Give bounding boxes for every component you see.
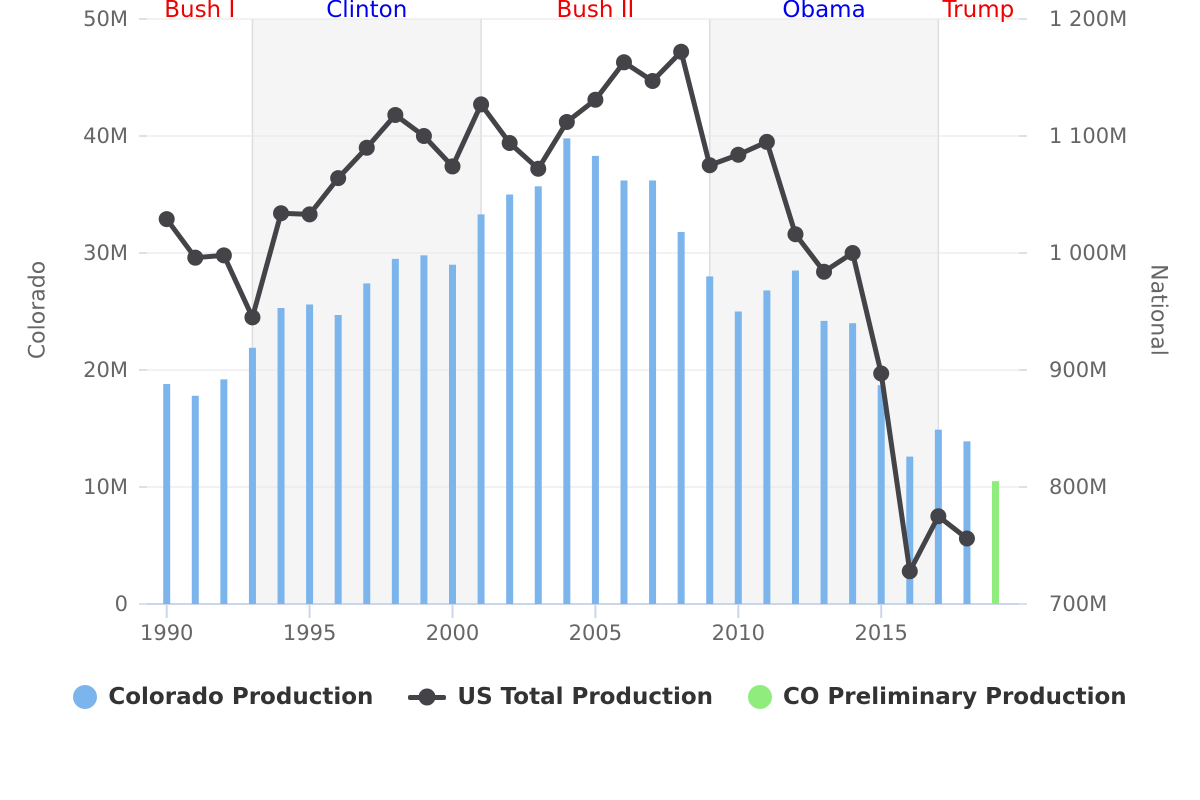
us-total-point-2009	[701, 157, 718, 174]
president-label-bush-i: Bush I	[164, 0, 236, 23]
us-total-point-1997	[358, 139, 375, 156]
era-band-bush-i	[147, 19, 253, 604]
us-total-point-1995	[301, 206, 318, 223]
legend-label: CO Preliminary Production	[783, 684, 1127, 710]
us-total-point-2013	[816, 263, 833, 280]
bar-colorado-2002	[506, 194, 514, 604]
colorado-production-marker-icon	[73, 685, 98, 709]
us-total-point-1998	[387, 106, 404, 123]
bar-preliminary-2019	[992, 481, 1000, 604]
left-axis-title: Colorado	[25, 260, 51, 360]
bar-colorado-2003	[534, 186, 542, 604]
bar-colorado-2013	[820, 320, 828, 604]
us-total-point-2004	[558, 113, 575, 130]
bar-colorado-1995	[306, 304, 314, 604]
us-total-point-1991	[187, 249, 204, 266]
us-total-point-2008	[673, 43, 690, 60]
y-left-tick-label: 40M	[83, 124, 128, 148]
us-total-point-2016	[901, 563, 918, 580]
x-tick-label: 1990	[140, 621, 193, 645]
x-tick-label: 2005	[569, 621, 622, 645]
bar-colorado-2014	[849, 323, 857, 604]
us-total-point-2017	[930, 508, 947, 525]
bar-colorado-2010	[734, 311, 742, 604]
president-label-bush-ii: Bush II	[556, 0, 635, 23]
bar-colorado-2018	[963, 441, 971, 604]
us-total-point-1994	[273, 205, 290, 222]
x-tick-label: 2010	[712, 621, 765, 645]
us-total-point-2002	[501, 135, 518, 152]
us-total-production-marker-icon	[408, 688, 447, 706]
us-total-point-2010	[730, 146, 747, 163]
legend-label: US Total Production	[457, 684, 714, 710]
era-band-trump	[938, 19, 1019, 604]
bar-colorado-1993	[248, 347, 256, 604]
bar-colorado-2009	[706, 276, 714, 604]
legend-label: Colorado Production	[108, 684, 374, 710]
y-right-tick-label: 1 200M	[1049, 7, 1127, 31]
legend: Colorado Production US Total Production …	[0, 682, 1200, 712]
y-right-tick-label: 1 100M	[1049, 124, 1127, 148]
us-total-point-2007	[644, 73, 661, 90]
us-total-point-2015	[873, 365, 890, 382]
us-total-point-2018	[958, 530, 975, 547]
us-total-point-2005	[587, 91, 604, 108]
us-total-point-2014	[844, 245, 861, 261]
us-total-point-1990	[158, 211, 175, 228]
us-total-point-2011	[758, 133, 775, 150]
bar-colorado-2001	[477, 214, 485, 604]
us-total-point-2000	[444, 158, 461, 175]
right-axis-title: National	[1145, 264, 1171, 356]
bar-colorado-2000	[449, 264, 456, 604]
bar-colorado-1998	[391, 258, 399, 604]
us-total-point-1992	[215, 247, 232, 264]
bar-colorado-1991	[191, 395, 199, 604]
y-left-tick-label: 50M	[83, 7, 128, 31]
bar-colorado-2016	[906, 456, 914, 604]
y-right-tick-label: 800M	[1049, 475, 1107, 499]
bar-colorado-2005	[591, 155, 599, 604]
y-left-tick-label: 30M	[83, 241, 128, 265]
bar-colorado-2015	[877, 385, 885, 604]
us-total-point-2003	[530, 160, 547, 177]
co-preliminary-production-marker-icon	[748, 685, 773, 709]
president-label-obama: Obama	[782, 0, 866, 23]
us-total-point-1999	[415, 128, 432, 144]
bar-colorado-1997	[363, 283, 371, 604]
bar-colorado-2011	[763, 290, 771, 604]
y-left-tick-label: 0	[115, 592, 128, 616]
x-tick-label: 2000	[426, 621, 479, 645]
bar-colorado-1994	[277, 307, 285, 604]
y-left-tick-label: 10M	[83, 475, 128, 499]
us-total-point-1996	[330, 170, 347, 187]
x-tick-label: 2015	[854, 621, 907, 645]
legend-item-us-total-production[interactable]: US Total Production	[408, 684, 713, 710]
legend-item-co-preliminary-production[interactable]: CO Preliminary Production	[748, 684, 1127, 710]
bar-colorado-1996	[334, 315, 342, 604]
president-label-trump: Trump	[942, 0, 1015, 23]
bar-colorado-1990	[163, 384, 171, 604]
bar-colorado-1992	[220, 379, 228, 604]
us-total-point-1993	[244, 309, 261, 326]
y-right-tick-label: 1 000M	[1049, 241, 1127, 265]
bar-colorado-2008	[677, 231, 685, 604]
bar-colorado-2012	[791, 270, 799, 604]
bar-colorado-1999	[420, 255, 428, 604]
x-tick-label: 1995	[283, 621, 336, 645]
legend-item-colorado-production[interactable]: Colorado Production	[73, 684, 373, 710]
us-total-point-2012	[787, 226, 804, 243]
bar-colorado-2004	[563, 138, 571, 604]
us-total-point-2001	[473, 96, 490, 113]
us-total-point-2006	[615, 54, 632, 71]
bar-colorado-2007	[649, 180, 657, 604]
y-left-tick-label: 20M	[83, 358, 128, 382]
y-right-tick-label: 700M	[1049, 592, 1107, 616]
bar-colorado-2006	[620, 180, 628, 604]
y-right-tick-label: 900M	[1049, 358, 1107, 382]
president-label-clinton: Clinton	[326, 0, 408, 23]
